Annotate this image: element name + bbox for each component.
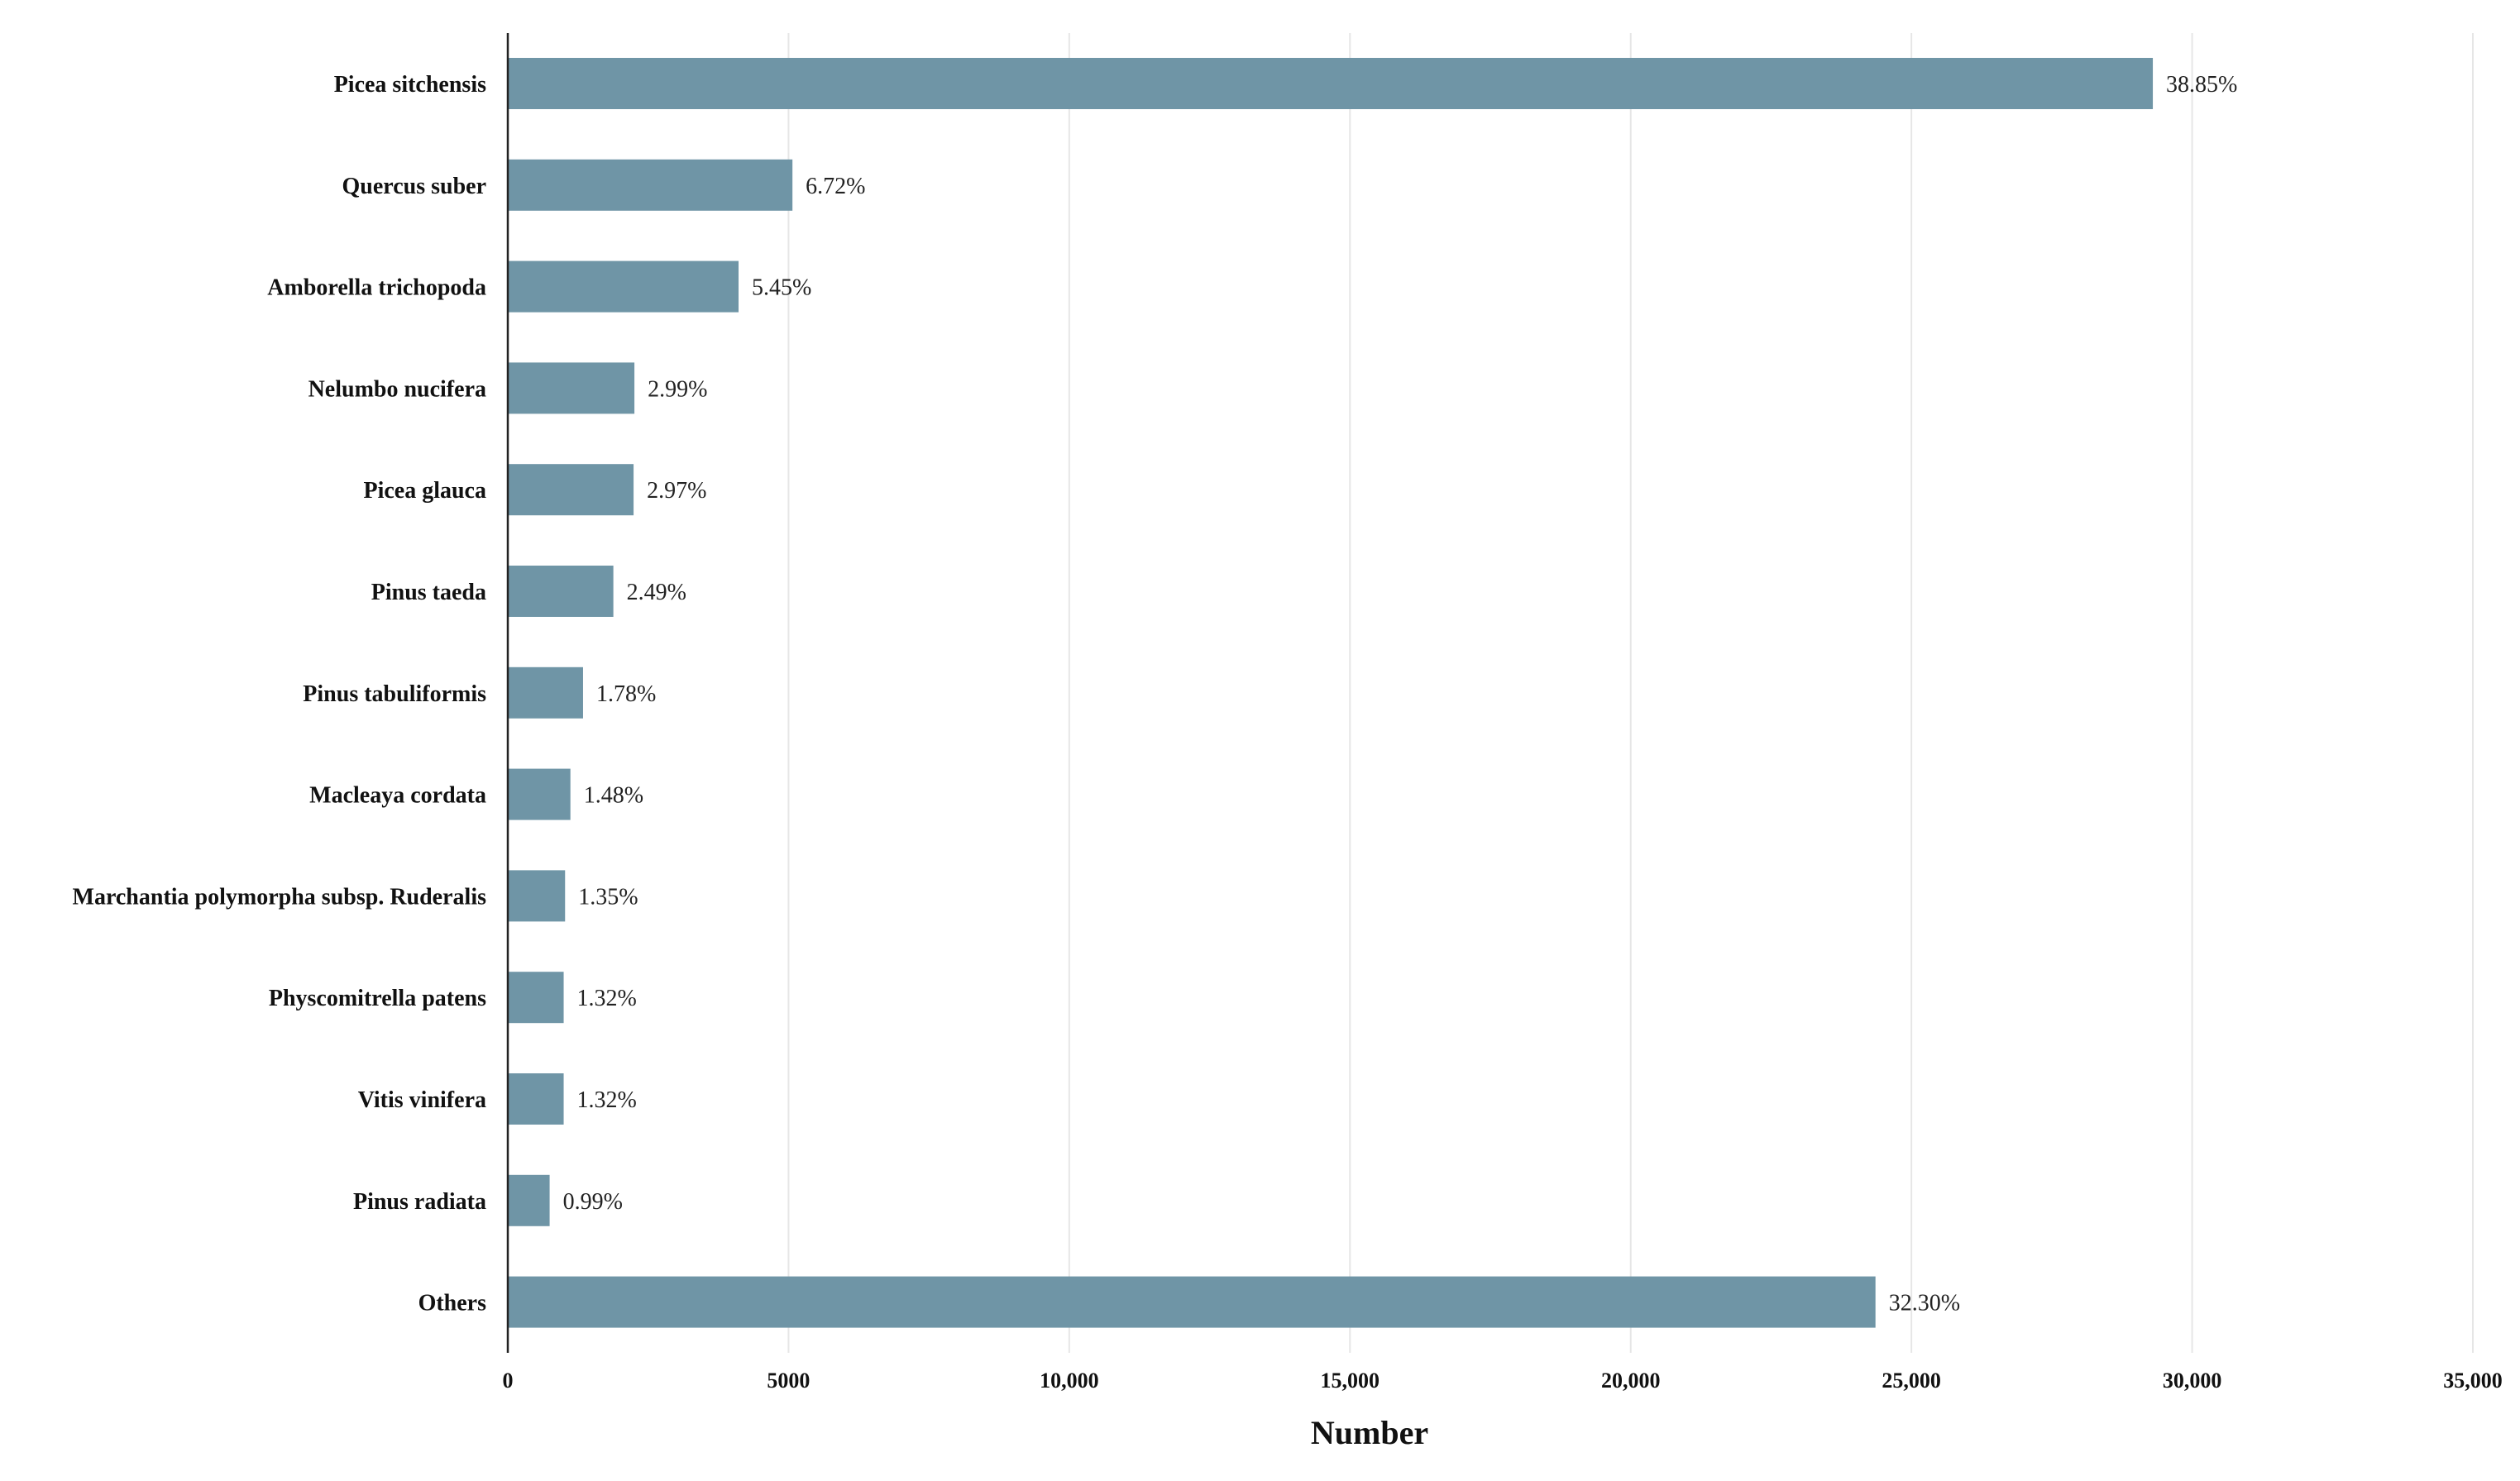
- x-tick-label: 15,000: [1321, 1369, 1380, 1393]
- data-label: 1.48%: [584, 783, 643, 809]
- bar: [508, 1276, 1876, 1328]
- category-label: Pinus taeda: [371, 580, 486, 605]
- bar: [508, 464, 634, 516]
- category-label: Pinus radiata: [353, 1189, 486, 1215]
- bar: [508, 566, 614, 617]
- axis-layer: 0 5000 10,000 15,000 20,000 25,000 30,000 35,00…: [503, 33, 2503, 1393]
- x-tick-label: 5000: [767, 1369, 810, 1393]
- x-tick-label: 30,000: [2163, 1369, 2222, 1393]
- x-tick-label: 25,000: [1882, 1369, 1941, 1393]
- bar: [508, 1174, 550, 1226]
- labels-layer: Picea sitchensis 38.85% Quercus suber 6.72%…: [73, 72, 2238, 1316]
- bar: [508, 768, 571, 820]
- category-label: Physcomitrella patens: [269, 986, 486, 1011]
- data-label: 5.45%: [752, 275, 811, 301]
- bar: [508, 972, 564, 1024]
- data-label: 6.72%: [806, 174, 865, 199]
- category-label: Amborella trichopoda: [267, 275, 486, 301]
- category-label: Pinus tabuliformis: [303, 681, 486, 707]
- bar: [508, 159, 793, 211]
- x-axis-title: Number: [1311, 1414, 1428, 1451]
- category-label: Picea sitchensis: [334, 72, 486, 98]
- category-label: Quercus suber: [342, 174, 487, 199]
- bar: [508, 362, 635, 414]
- bar: [508, 666, 583, 719]
- x-tick-label: 0: [503, 1369, 514, 1393]
- data-label: 1.32%: [577, 986, 637, 1011]
- category-label: Marchantia polymorpha subsp. Ruderalis: [73, 884, 487, 910]
- bar: [508, 260, 739, 313]
- data-label: 2.99%: [648, 376, 707, 402]
- data-label: 1.32%: [577, 1087, 637, 1113]
- x-tick-label: 10,000: [1040, 1369, 1099, 1393]
- x-tick-label: 35,000: [2443, 1369, 2503, 1393]
- category-label: Nelumbo nucifera: [308, 376, 486, 402]
- bar: [508, 58, 2154, 109]
- data-label: 1.78%: [596, 681, 656, 707]
- category-label: Vitis vinifera: [358, 1087, 486, 1113]
- bar: [508, 1073, 564, 1125]
- x-tick-label: 20,000: [1601, 1369, 1661, 1393]
- data-label: 38.85%: [2166, 72, 2237, 98]
- category-label: Macleaya cordata: [309, 783, 486, 809]
- data-label: 1.35%: [578, 884, 638, 910]
- category-label: Others: [418, 1291, 487, 1316]
- grid-layer: [787, 33, 2474, 1353]
- data-label: 2.97%: [647, 478, 706, 504]
- data-label: 32.30%: [1889, 1291, 1960, 1316]
- bars-layer: [508, 58, 2154, 1328]
- data-label: 0.99%: [563, 1189, 623, 1215]
- data-label: 2.49%: [627, 580, 686, 605]
- bar: [508, 870, 566, 922]
- category-label: Picea glauca: [363, 478, 486, 504]
